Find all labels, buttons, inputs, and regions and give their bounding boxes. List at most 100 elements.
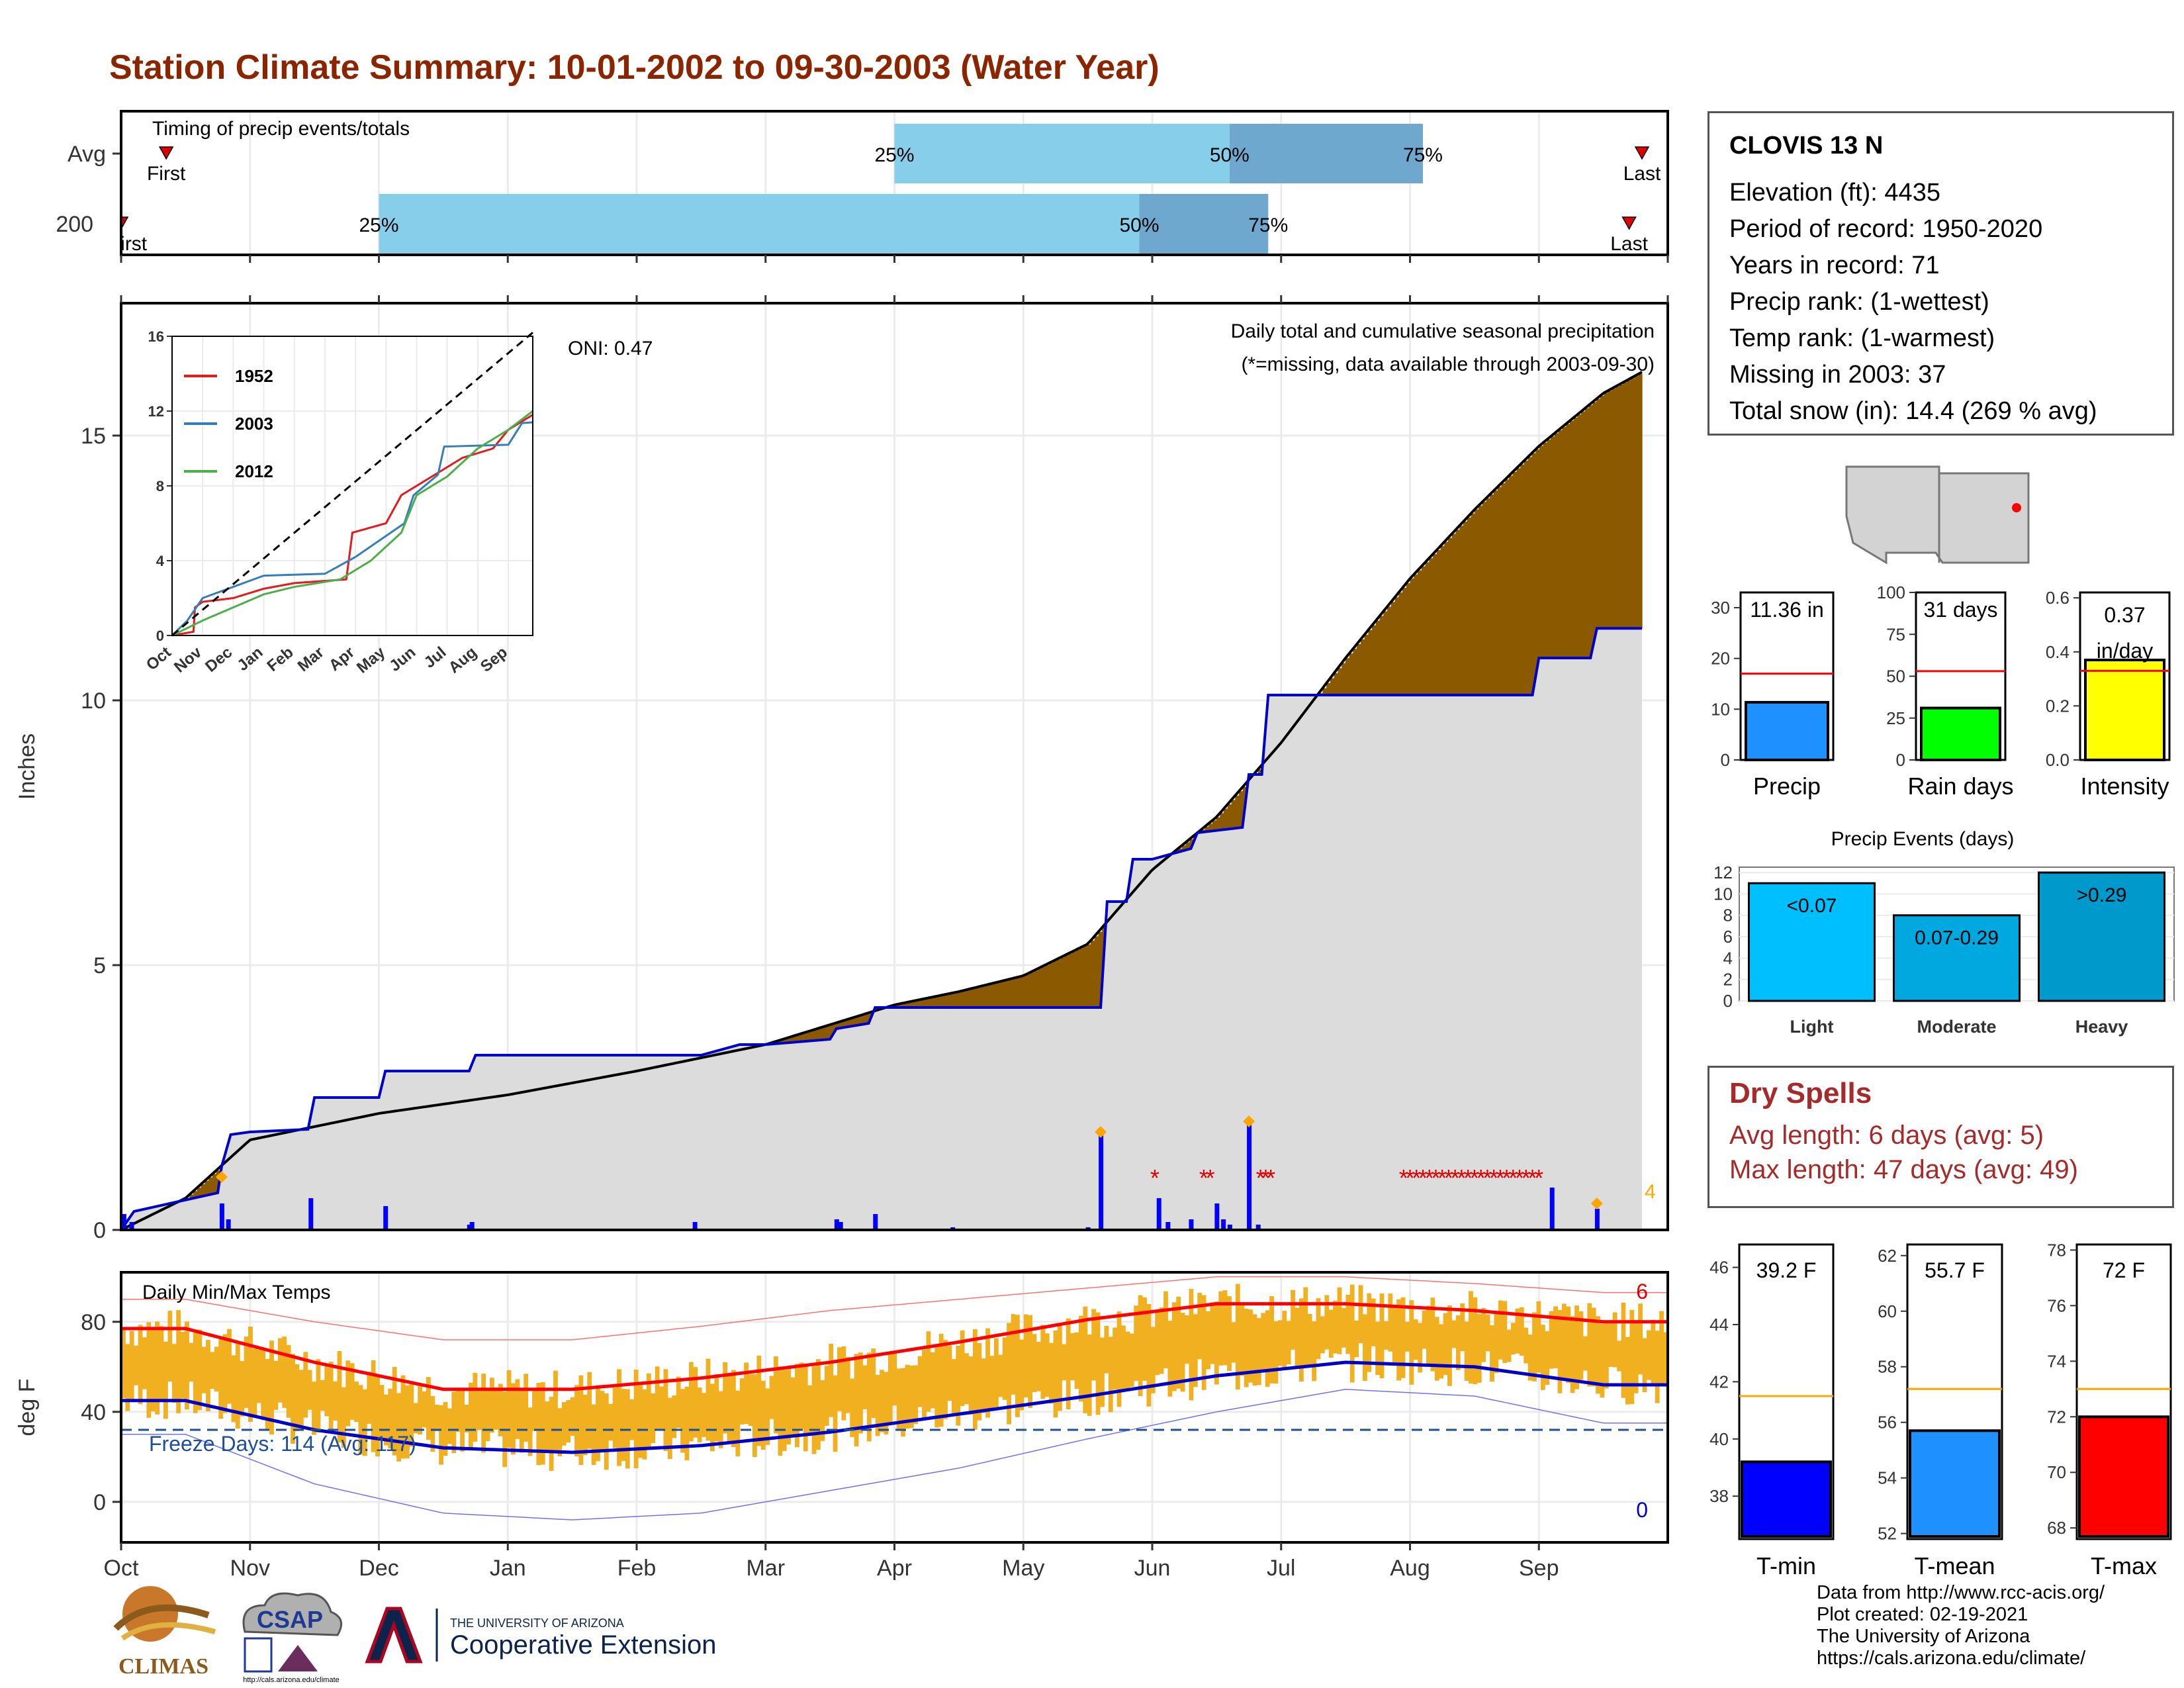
temp-summary-label: T-mean: [1914, 1552, 1995, 1579]
ua-small-text: THE UNIVERSITY OF ARIZONA: [450, 1617, 624, 1630]
daily-precip-bar: [1227, 1225, 1232, 1230]
precip-event-category-label: Light: [1790, 1017, 1834, 1037]
timing-bar-dark: [1229, 124, 1423, 183]
daily-precip-bar: [308, 1198, 314, 1230]
summary-value-label: 0.37: [2104, 603, 2145, 627]
daily-precip-bar: [226, 1219, 231, 1230]
summary-y-tick-label: 75: [1886, 624, 1905, 644]
precip-event-range-label: <0.07: [1787, 895, 1837, 917]
daily-temp-bars: [121, 1284, 1668, 1472]
dry-spells-box: Dry Spells Avg length: 6 days (avg: 5) M…: [1707, 1066, 2174, 1208]
temp-summary-y-tick-label: 70: [2047, 1462, 2066, 1482]
month-tick-label: Nov: [230, 1556, 270, 1581]
temp-panel-label: Daily Min/Max Temps: [142, 1282, 331, 1303]
summary-bar-label: Intensity: [2080, 773, 2169, 800]
missing-day-marker: *: [1199, 1164, 1208, 1192]
summary-value-label: 31 days: [1923, 598, 1997, 622]
precip-events-y-tick-label: 8: [1723, 906, 1733, 925]
precip-events-y-tick-label: 10: [1713, 884, 1733, 904]
month-tick-label: Mar: [746, 1556, 785, 1581]
missing-day-marker: *: [1496, 1164, 1505, 1192]
precip-events-y-tick-label: 2: [1723, 970, 1733, 990]
missing-day-marker: *: [1206, 1164, 1215, 1192]
missing-day-marker: *: [1425, 1164, 1434, 1192]
summary-y-tick-label: 0: [1721, 750, 1730, 770]
timing-bar-light: [379, 194, 1140, 254]
inset-legend-label: 2003: [235, 414, 273, 434]
missing-day-marker: *: [1412, 1164, 1421, 1192]
daily-precip-bar: [467, 1225, 472, 1230]
temp-summary-y-tick-label: 74: [2047, 1351, 2066, 1371]
orange-event-count: 4: [1645, 1181, 1656, 1203]
temp-summary-bar: [1909, 1429, 2001, 1538]
missing-day-marker: *: [1405, 1164, 1414, 1192]
event-marker-icon: [1095, 1126, 1107, 1138]
month-tick-label: Aug: [1390, 1556, 1430, 1581]
credit-line: Plot created: 02-19-2021: [1817, 1604, 2028, 1625]
summary-value-label: 11.36 in: [1750, 598, 1824, 622]
missing-day-marker: *: [1470, 1164, 1479, 1192]
current-cumulative-line: [120, 627, 1643, 1231]
station-location-icon: [2012, 503, 2021, 512]
inset-y-tick-label: 4: [156, 553, 165, 569]
timing-clip-mask: [93, 215, 120, 255]
station-precip-rank: Precip rank: (1-wettest): [1729, 288, 1989, 316]
missing-day-marker: *: [1457, 1164, 1466, 1192]
temp-summary-y-tick-label: 60: [1878, 1301, 1897, 1321]
climas-text: CLIMAS: [118, 1654, 208, 1679]
temp-y-tick-label: 80: [81, 1310, 106, 1335]
csap-logo: CSAP http://cals.arizona.edu/climate: [232, 1585, 351, 1685]
precip-events-y-tick-label: 0: [1723, 991, 1733, 1011]
missing-day-marker: *: [1482, 1164, 1492, 1192]
timing-pct-label: 50%: [1120, 214, 1160, 236]
daily-precip-bar: [219, 1203, 224, 1230]
event-marker-icon: [1590, 1197, 1603, 1209]
temp-y-axis-title: deg F: [15, 1379, 40, 1436]
station-missing: Missing in 2003: 37: [1729, 361, 1946, 389]
temp-summary-y-tick-label: 62: [1878, 1246, 1897, 1266]
summary-y-tick-label: 25: [1886, 708, 1905, 728]
cumulative-precip-area: [121, 628, 1643, 1230]
precip-y-tick-label: 5: [93, 953, 106, 978]
missing-day-marker: *: [1477, 1164, 1486, 1192]
last-label: Last: [1623, 163, 1661, 185]
daily-precip-bar: [1165, 1222, 1171, 1230]
csap-url: http://cals.arizona.edu/climate: [243, 1676, 340, 1684]
dry-spells-avg: Avg length: 6 days (avg: 5): [1729, 1121, 2044, 1150]
timing-pct-label: 75%: [1403, 144, 1443, 166]
timing-pct-label: 50%: [1210, 144, 1250, 166]
dry-spells-max: Max length: 47 days (avg: 49): [1729, 1155, 2078, 1184]
credit-line: The University of Arizona: [1817, 1626, 2030, 1647]
month-tick-label: Jul: [1267, 1556, 1295, 1581]
station-years: Years in record: 71: [1729, 252, 1940, 279]
temp-summary-y-tick-label: 68: [2047, 1518, 2066, 1538]
record-max-count: 6: [1636, 1280, 1648, 1303]
temp-summary-y-tick-label: 42: [1709, 1372, 1729, 1391]
precip-event-range-label: >0.29: [2077, 884, 2127, 906]
precip-event-category-label: Moderate: [1917, 1017, 1996, 1037]
station-name: CLOVIS 13 N: [1729, 132, 1884, 160]
summary-y-tick-label: 50: [1886, 667, 1905, 686]
missing-day-marker: *: [1431, 1164, 1440, 1192]
inset-y-tick-label: 12: [148, 403, 164, 420]
summary-y-tick-label: 0.6: [2046, 588, 2070, 608]
temp-summary-y-tick-label: 46: [1709, 1258, 1729, 1278]
station-temp-rank: Temp rank: (1-warmest): [1729, 324, 1995, 352]
record-min-line: [121, 1389, 1668, 1521]
inset-series-line: [171, 410, 533, 637]
missing-day-marker: *: [1534, 1164, 1543, 1192]
temp-summary-y-tick-label: 76: [2047, 1295, 2066, 1315]
station-period: Period of record: 1950-2020: [1729, 215, 2043, 243]
missing-day-marker: *: [1418, 1164, 1428, 1192]
temp-summary-bar: [2078, 1415, 2169, 1538]
csap-text: CSAP: [257, 1606, 323, 1633]
event-marker-icon: [1243, 1115, 1255, 1127]
summary-bar-label: Precip: [1753, 773, 1821, 800]
timing-bar-light: [894, 124, 1230, 183]
temp-summary-y-tick-label: 72: [2047, 1407, 2066, 1427]
inset-y-tick-label: 16: [148, 328, 164, 345]
ua-logo: THE UNIVERSITY OF ARIZONA Cooperative Ex…: [361, 1602, 745, 1668]
daily-precip-bar: [692, 1222, 698, 1230]
csap-cloud-icon: [242, 1592, 343, 1636]
precip-note-line2: (*=missing, data available through 2003-…: [1241, 353, 1655, 375]
